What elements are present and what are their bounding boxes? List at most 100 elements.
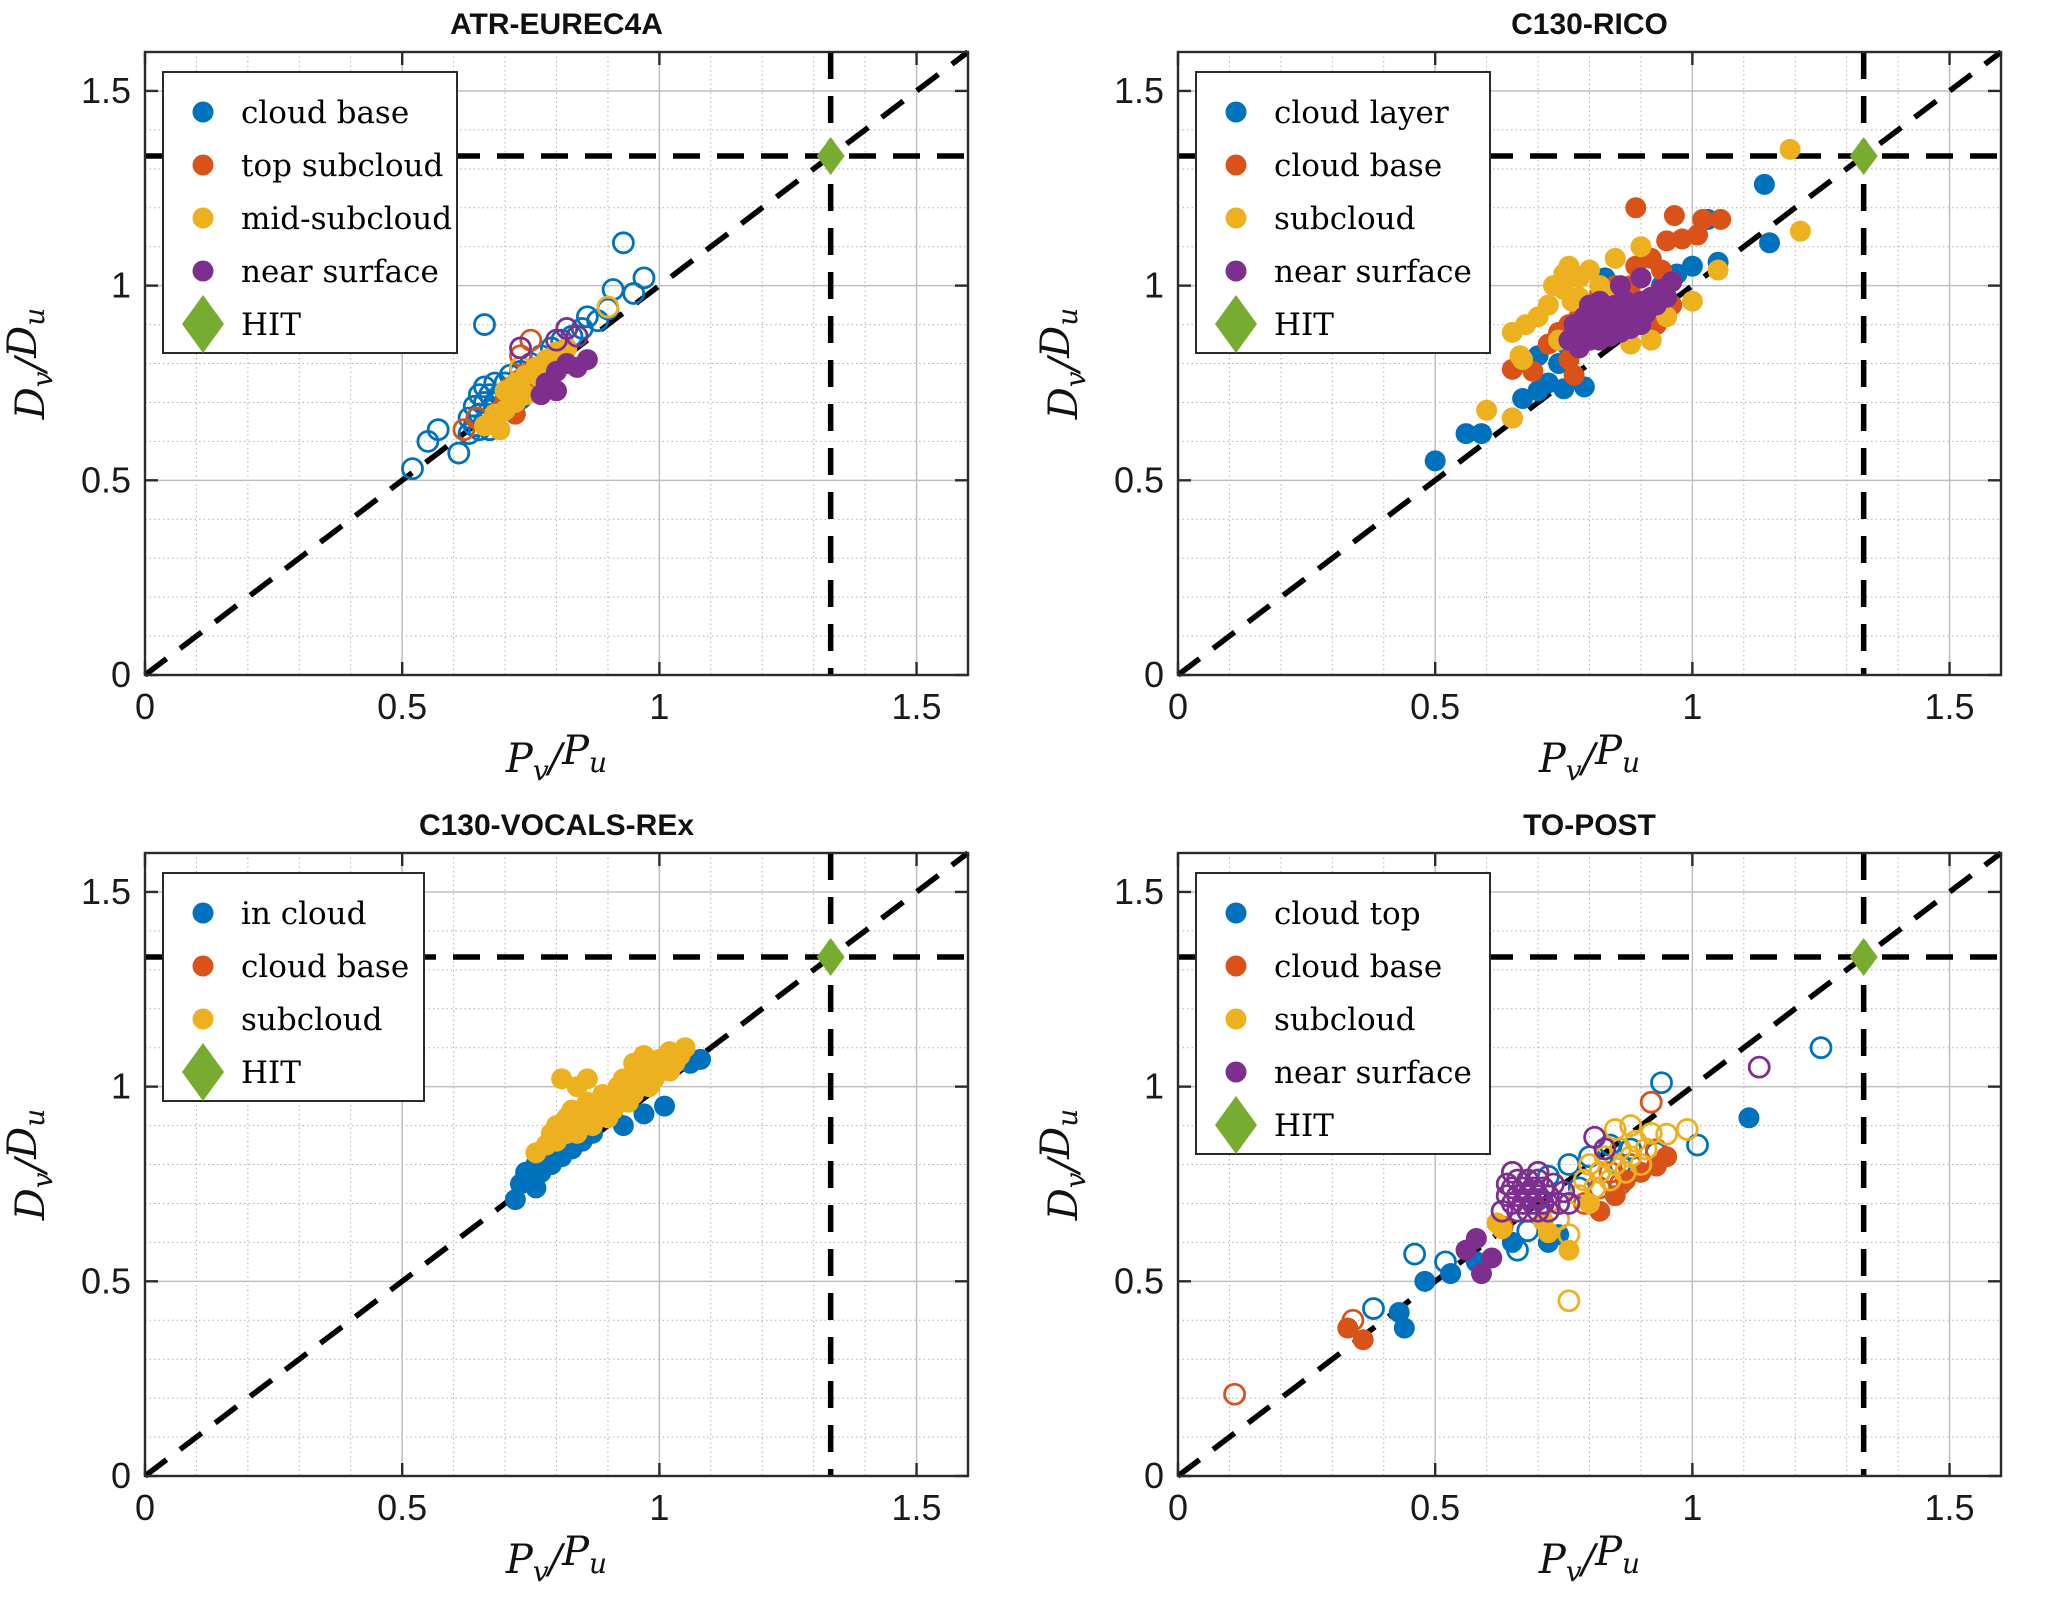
y-axis-label: Dv/Du	[0, 1109, 59, 1222]
x-axis-label: Pv/Pu	[1538, 728, 1640, 787]
scatter-series-subcloud	[1486, 1114, 1699, 1313]
legend-item-label: near surface	[1274, 1055, 1472, 1091]
x-axis-label: Pv/Pu	[505, 1529, 607, 1588]
x-axis-label: Pv/Pu	[1538, 1529, 1640, 1588]
y-axis-label: Dv/Du	[0, 308, 59, 421]
y-tick-label: 1.5	[81, 871, 131, 912]
hit-marker	[1849, 136, 1878, 175]
axes-box	[1176, 50, 2003, 677]
scatter-series-near-surface	[1558, 267, 1683, 359]
legend-item-label: cloud base	[241, 949, 409, 985]
x-tick-label: 0	[135, 1487, 155, 1528]
hit-diamond-legend-icon	[182, 295, 224, 353]
legend-item-label: cloud base	[241, 95, 409, 131]
near-surface-legend-marker-icon	[192, 260, 214, 282]
x-tick-label: 0.5	[1410, 686, 1460, 727]
hit-marker	[1849, 937, 1878, 976]
plot-title: TO-POST	[1523, 809, 1656, 842]
y-tick-label: 1	[111, 265, 131, 306]
hit-marker	[816, 937, 845, 976]
x-tick-label: 1	[649, 686, 669, 727]
y-tick-label: 1	[1144, 265, 1164, 306]
legend-item-label: cloud layer	[1274, 95, 1449, 131]
cloud-layer-legend-marker-icon	[1225, 101, 1247, 123]
y-tick-label: 0.5	[81, 1260, 131, 1301]
subplot-svg-1: 0 0.5 1 1.5 0 0.5 1 1.5 C130-RICO Pv/Pu Dv/Du cloud…	[1033, 0, 2066, 801]
legend-item-label: top subcloud	[241, 148, 443, 184]
legend-item-label: HIT	[1274, 307, 1334, 343]
legend: cloud layer cloud base subcloud near surfac…	[1195, 71, 1491, 354]
legend-box	[1195, 71, 1491, 354]
legend-item-label: cloud base	[1274, 949, 1442, 985]
hit-marker	[816, 136, 845, 175]
axes-box	[143, 50, 970, 677]
legend: in cloud cloud base subcloud HIT	[162, 872, 425, 1102]
axes-box	[143, 851, 970, 1478]
subplot-to-post: 0 0.5 1 1.5 0 0.5 1 1.5 TO-POST Pv/Pu Dv/Du cloud t…	[1033, 801, 2066, 1602]
x-tick-label: 0	[1168, 1487, 1188, 1528]
y-tick-label: 1	[111, 1066, 131, 1107]
x-tick-label: 1.5	[1925, 686, 1975, 727]
cloud-base-legend-marker-icon	[1225, 955, 1247, 977]
legend: cloud top cloud base subcloud near surface H…	[1195, 872, 1491, 1155]
cloud-base-legend-marker-icon	[1225, 154, 1247, 176]
top-subcloud-legend-marker-icon	[192, 154, 214, 176]
x-tick-label: 0.5	[1410, 1487, 1460, 1528]
subplot-atr-eurec4a: 0 0.5 1 1.5 0 0.5 1 1.5 ATR-EUREC4A Pv/Pu Dv/Du clo…	[0, 0, 1033, 801]
plot-title: C130-RICO	[1511, 8, 1668, 41]
y-tick-label: 0.5	[81, 459, 131, 500]
y-tick-label: 0	[1144, 1455, 1164, 1496]
subcloud-legend-marker-icon	[1225, 1008, 1247, 1030]
legend: cloud base top subcloud mid-subcloud near s…	[162, 71, 458, 354]
x-axis-label: Pv/Pu	[505, 728, 607, 787]
legend-item-label: subcloud	[241, 1002, 382, 1038]
x-tick-label: 0	[135, 686, 155, 727]
plot-title: ATR-EUREC4A	[450, 8, 663, 41]
y-tick-label: 1.5	[1114, 871, 1164, 912]
legend-item-label: near surface	[241, 254, 439, 290]
y-tick-label: 0	[111, 1455, 131, 1496]
legend-box	[1195, 872, 1491, 1155]
x-tick-label: 1.5	[1925, 1487, 1975, 1528]
scatter-series-cloud-base	[1223, 1090, 1678, 1406]
subplot-svg-3: 0 0.5 1 1.5 0 0.5 1 1.5 TO-POST Pv/Pu Dv/Du cloud t…	[1033, 801, 2066, 1602]
y-tick-label: 1	[1144, 1066, 1164, 1107]
x-tick-label: 1	[649, 1487, 669, 1528]
scatter-series-near-surface	[509, 317, 598, 406]
scatter-series-subcloud	[525, 1037, 696, 1164]
y-tick-label: 1.5	[81, 70, 131, 111]
legend-item-label: HIT	[241, 1055, 301, 1091]
x-tick-label: 1.5	[892, 686, 942, 727]
x-tick-label: 1	[1682, 686, 1702, 727]
legend-item-label: subcloud	[1274, 1002, 1415, 1038]
y-tick-label: 0	[111, 654, 131, 695]
y-tick-label: 0	[1144, 654, 1164, 695]
near-surface-legend-marker-icon	[1225, 1061, 1247, 1083]
legend-item-label: mid-subcloud	[241, 201, 452, 237]
scatter-series-near-surface	[1455, 1055, 1771, 1285]
legend-item-label: cloud base	[1274, 148, 1442, 184]
subplot-svg-2: 0 0.5 1 1.5 0 0.5 1 1.5 C130-VOCALS-REx Pv/Pu Dv/D…	[0, 801, 1033, 1602]
axes-box	[1176, 851, 2003, 1478]
subcloud-legend-marker-icon	[192, 1008, 214, 1030]
x-tick-label: 0.5	[377, 686, 427, 727]
hit-diamond-legend-icon	[1215, 1096, 1257, 1154]
subcloud-legend-marker-icon	[1225, 207, 1247, 229]
legend-item-label: cloud top	[1274, 896, 1421, 932]
legend-item-label: HIT	[241, 307, 301, 343]
y-tick-label: 1.5	[1114, 70, 1164, 111]
plot-title: C130-VOCALS-REx	[419, 809, 694, 842]
hit-diamond-legend-icon	[182, 1043, 224, 1101]
subplot-c130-rico: 0 0.5 1 1.5 0 0.5 1 1.5 C130-RICO Pv/Pu Dv/Du cloud…	[1033, 0, 2066, 801]
hit-diamond-legend-icon	[1215, 295, 1257, 353]
y-axis-label: Dv/Du	[1033, 308, 1092, 421]
x-tick-label: 1	[1682, 1487, 1702, 1528]
x-tick-label: 0	[1168, 686, 1188, 727]
legend-item-label: in cloud	[241, 896, 366, 932]
legend-box	[162, 71, 458, 354]
y-tick-label: 0.5	[1114, 459, 1164, 500]
mid-subcloud-legend-marker-icon	[192, 207, 214, 229]
legend-item-label: subcloud	[1274, 201, 1415, 237]
x-tick-label: 1.5	[892, 1487, 942, 1528]
